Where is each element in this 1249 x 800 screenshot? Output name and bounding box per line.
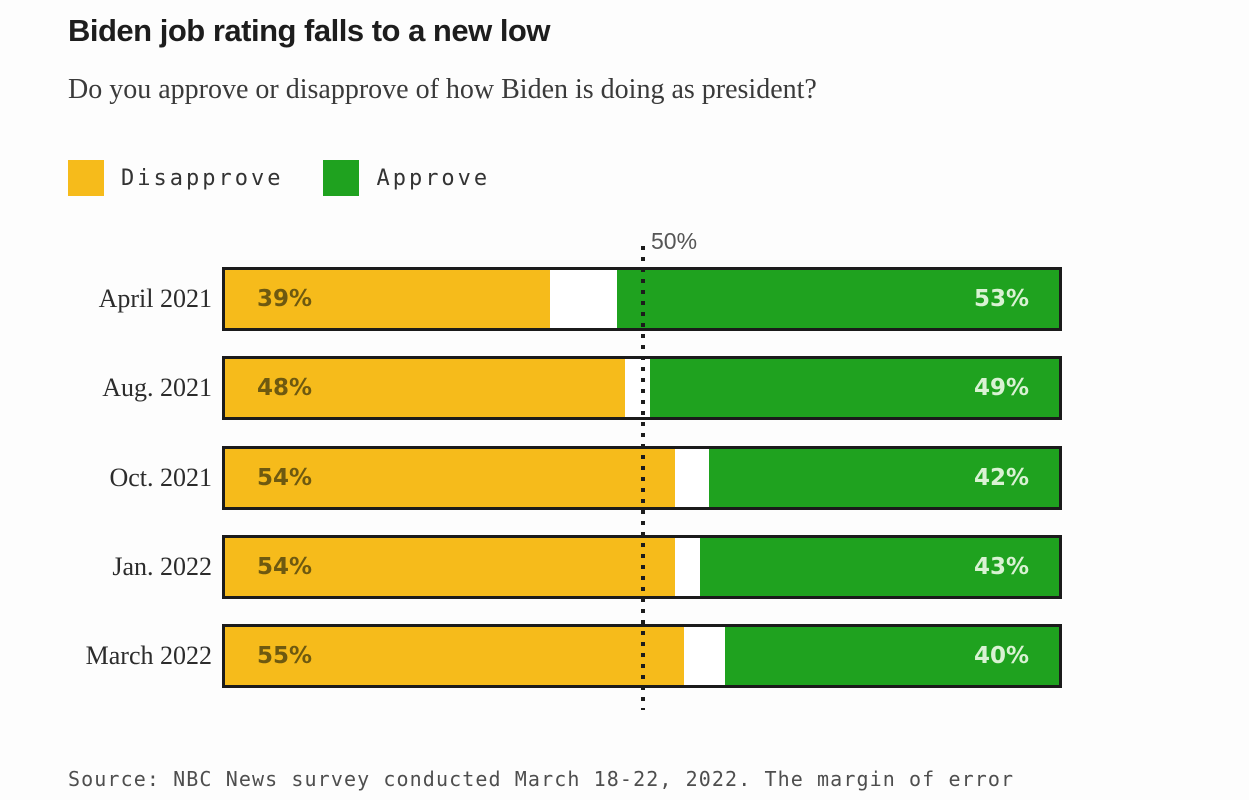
fifty-percent-label: 50% [651,228,698,254]
approve-bar-segment: 43% [700,538,1059,596]
bar-row: March 2022 55% 40% [0,624,1249,688]
disapprove-value-label: 55% [257,643,313,669]
bar-row: Oct. 2021 54% 42% [0,446,1249,510]
bar-row: Aug. 2021 48% 49% [0,356,1249,420]
approve-value-label: 40% [973,643,1029,669]
chart-title: Biden job rating falls to a new low [68,13,550,48]
disapprove-bar-segment: 54% [225,538,676,596]
disapprove-bar-segment: 54% [225,449,676,507]
bar-row-label: Aug. 2021 [102,373,212,402]
bar-row-label: Oct. 2021 [109,463,212,492]
approve-value-label: 42% [973,465,1029,491]
approve-bar-segment: 53% [616,270,1059,328]
legend-label-approve: Approve [376,165,491,191]
disapprove-value-label: 39% [257,286,313,312]
disapprove-bar-segment: 39% [225,270,551,328]
approve-swatch-icon [323,160,360,196]
legend: Disapprove Approve [68,160,490,196]
disapprove-value-label: 48% [257,375,313,401]
approve-bar-segment: 49% [650,359,1059,417]
legend-item-approve: Approve [323,160,490,196]
legend-label-disapprove: Disapprove [121,165,284,191]
approve-bar-segment: 40% [725,627,1059,685]
disapprove-value-label: 54% [257,465,313,491]
legend-item-disapprove: Disapprove [68,160,283,196]
disapprove-swatch-icon [68,160,104,196]
disapprove-value-label: 54% [257,554,313,580]
disapprove-bar-segment: 55% [225,627,684,685]
approve-value-label: 53% [973,286,1029,312]
bar-row-label: April 2021 [98,284,212,313]
disapprove-bar-segment: 48% [225,359,626,417]
chart-subtitle: Do you approve or disapprove of how Bide… [68,74,817,105]
fifty-percent-gridline [641,246,645,710]
bar-row: April 2021 39% 53% [0,267,1249,331]
approve-value-label: 43% [973,554,1029,580]
bar-row-label: Jan. 2022 [112,552,212,581]
bar-row: Jan. 2022 54% 43% [0,535,1249,599]
approve-bar-segment: 42% [708,449,1059,507]
source-note: Source: NBC News survey conducted March … [68,767,1015,791]
bar-row-label: March 2022 [85,641,212,670]
approve-value-label: 49% [973,375,1029,401]
